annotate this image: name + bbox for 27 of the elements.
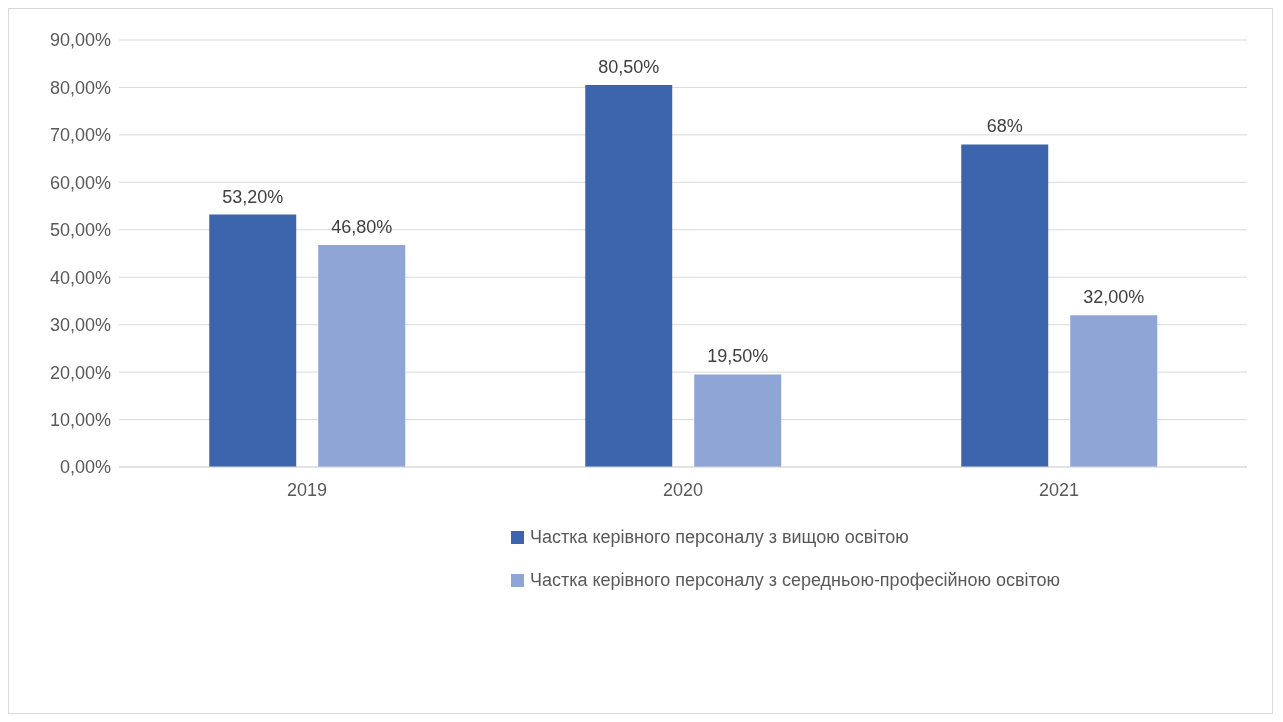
y-tick-label: 10,00% — [49, 409, 111, 430]
y-tick-label: 0,00% — [59, 457, 111, 478]
x-tick-label: 2019 — [286, 479, 328, 500]
y-tick-label: 50,00% — [49, 220, 111, 241]
bar — [209, 214, 297, 467]
bar — [585, 85, 673, 467]
y-tick-label: 60,00% — [49, 172, 111, 193]
data-label: 68% — [986, 116, 1023, 137]
y-tick-label: 90,00% — [49, 30, 111, 51]
bar — [961, 144, 1049, 467]
x-tick-label: 2020 — [662, 479, 704, 500]
bar — [318, 244, 406, 467]
data-label: 46,80% — [331, 216, 393, 237]
x-tick-label: 2021 — [1038, 479, 1080, 500]
bar — [1070, 315, 1158, 467]
y-tick-label: 40,00% — [49, 267, 111, 288]
y-tick-label: 80,00% — [49, 77, 111, 98]
data-label: 80,50% — [598, 57, 660, 78]
legend-label: Частка керівного персоналу з середньою-професійною освітою — [529, 570, 1061, 591]
y-tick-label: 20,00% — [49, 362, 111, 383]
data-label: 32,00% — [1083, 287, 1145, 308]
y-tick-label: 70,00% — [49, 125, 111, 146]
data-label: 53,20% — [222, 186, 284, 207]
data-label: 19,50% — [707, 346, 769, 367]
y-tick-label: 30,00% — [49, 315, 111, 336]
legend-label: Частка керівного персоналу з вищою освітою — [529, 527, 909, 548]
bar — [694, 374, 782, 467]
